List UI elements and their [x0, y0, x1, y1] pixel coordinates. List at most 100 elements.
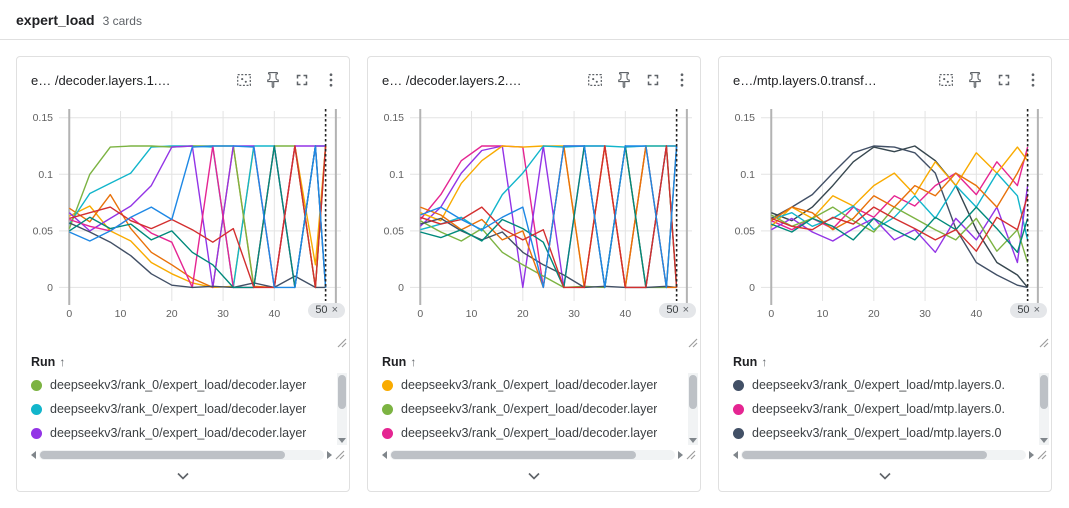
scroll-down-arrow-icon[interactable]	[1040, 438, 1048, 443]
horizontal-scrollbar-thumb[interactable]	[40, 451, 286, 459]
run-list-resize-handle[interactable]	[686, 450, 696, 460]
kebab-menu-icon	[680, 73, 684, 87]
vertical-scrollbar-thumb[interactable]	[689, 375, 697, 409]
fullscreen-button[interactable]	[639, 67, 667, 93]
fullscreen-icon	[296, 74, 308, 86]
chart-area[interactable]: 0 0.05 0.1 0.15 0 10 20 30 40 50 ×	[17, 97, 349, 349]
run-header-label: Run	[31, 355, 56, 369]
horizontal-scrollbar-thumb[interactable]	[391, 451, 637, 459]
run-color-dot	[733, 379, 744, 391]
run-table: Run ↑ deepseekv3/rank_0/expert_load/deco…	[368, 349, 700, 461]
run-list: deepseekv3/rank_0/expert_load/decoder.la…	[382, 373, 698, 445]
run-column-header[interactable]: Run ↑	[733, 351, 1049, 373]
chip-close-icon[interactable]: ×	[1033, 304, 1040, 316]
selected-step-chip[interactable]: 50 ×	[1010, 303, 1047, 318]
run-list-item[interactable]: deepseekv3/rank_0/expert_load/decoder.la…	[31, 397, 333, 421]
pin-icon	[969, 71, 981, 89]
scroll-right-arrow-icon[interactable]	[1029, 451, 1034, 459]
expand-card-button[interactable]	[161, 464, 205, 488]
scroll-left-arrow-icon[interactable]	[733, 451, 738, 459]
expand-card-button[interactable]	[863, 464, 907, 488]
chart-resize-handle[interactable]	[1039, 338, 1049, 348]
horizontal-scrollbar-track[interactable]	[39, 450, 324, 460]
run-list-resize-handle[interactable]	[335, 450, 345, 460]
run-list-item[interactable]: deepseekv3/rank_0/expert_load/mtp.layers…	[733, 397, 1035, 421]
pin-card-button[interactable]	[610, 67, 638, 93]
scroll-right-arrow-icon[interactable]	[678, 451, 683, 459]
run-label: deepseekv3/rank_0/expert_load/decoder.la…	[50, 378, 307, 392]
run-list-item[interactable]: deepseekv3/rank_0/expert_load/decoder.la…	[382, 373, 684, 397]
run-list-vertical-scrollbar[interactable]	[1039, 373, 1049, 445]
svg-text:40: 40	[269, 308, 281, 320]
run-list-item[interactable]: deepseekv3/rank_0/expert_load/decoder.la…	[382, 397, 684, 421]
data-table-toggle-button[interactable]	[581, 67, 609, 93]
run-list-horizontal-scrollbar[interactable]	[733, 449, 1047, 461]
pin-card-button[interactable]	[259, 67, 287, 93]
chart-area[interactable]: 0 0.05 0.1 0.15 0 10 20 30 40 50 ×	[719, 97, 1051, 349]
card-menu-button[interactable]	[1019, 67, 1047, 93]
selected-step-chip[interactable]: 50 ×	[659, 303, 696, 318]
vertical-scrollbar-thumb[interactable]	[338, 375, 346, 409]
chip-close-icon[interactable]: ×	[682, 304, 689, 316]
scroll-down-arrow-icon[interactable]	[338, 438, 346, 443]
vertical-scrollbar-thumb[interactable]	[1040, 375, 1048, 409]
scroll-left-arrow-icon[interactable]	[31, 451, 36, 459]
chart-svg[interactable]: 0 0.05 0.1 0.15 0 10 20 30 40	[368, 97, 700, 349]
sort-ascending-icon: ↑	[761, 355, 768, 369]
expand-card-button[interactable]	[512, 464, 556, 488]
scroll-right-arrow-icon[interactable]	[327, 451, 332, 459]
sort-ascending-icon: ↑	[410, 355, 417, 369]
selected-step-chip[interactable]: 50 ×	[308, 303, 345, 318]
horizontal-scrollbar-track[interactable]	[390, 450, 675, 460]
run-header-label: Run	[733, 355, 758, 369]
svg-text:30: 30	[568, 308, 580, 320]
fullscreen-icon	[998, 74, 1010, 86]
run-list-vertical-scrollbar[interactable]	[688, 373, 698, 445]
run-list-item[interactable]: deepseekv3/rank_0/expert_load/decoder.la…	[31, 373, 333, 397]
pin-card-button[interactable]	[961, 67, 989, 93]
chart-resize-handle[interactable]	[688, 338, 698, 348]
card-menu-button[interactable]	[317, 67, 345, 93]
run-list-horizontal-scrollbar[interactable]	[31, 449, 345, 461]
section-title: expert_load	[16, 12, 95, 28]
run-list-item[interactable]: deepseekv3/rank_0/expert_load/decoder.la…	[382, 421, 684, 445]
data-table-toggle-button[interactable]	[932, 67, 960, 93]
run-list-resize-handle[interactable]	[1037, 450, 1047, 460]
pin-icon	[618, 71, 630, 89]
scroll-down-arrow-icon[interactable]	[689, 438, 697, 443]
card-menu-button[interactable]	[668, 67, 696, 93]
run-column-header[interactable]: Run ↑	[31, 351, 347, 373]
run-color-dot	[382, 379, 393, 391]
svg-text:10: 10	[817, 308, 829, 320]
svg-text:0.05: 0.05	[33, 225, 54, 237]
run-label: deepseekv3/rank_0/expert_load/mtp.layers…	[752, 426, 1002, 440]
horizontal-scrollbar-thumb[interactable]	[742, 451, 988, 459]
run-list-vertical-scrollbar[interactable]	[337, 373, 347, 445]
chevron-down-icon	[177, 472, 189, 480]
run-column-header[interactable]: Run ↑	[382, 351, 698, 373]
section-header: expert_load 3 cards	[0, 0, 1069, 40]
svg-text:0.05: 0.05	[384, 225, 405, 237]
svg-text:0: 0	[749, 282, 755, 294]
data-table-toggle-button[interactable]	[230, 67, 258, 93]
run-list-item[interactable]: deepseekv3/rank_0/expert_load/mtp.layers…	[733, 421, 1035, 445]
run-table: Run ↑ deepseekv3/rank_0/expert_load/deco…	[17, 349, 349, 461]
scroll-left-arrow-icon[interactable]	[382, 451, 387, 459]
run-table: Run ↑ deepseekv3/rank_0/expert_load/mtp.…	[719, 349, 1051, 461]
chart-svg[interactable]: 0 0.05 0.1 0.15 0 10 20 30 40	[17, 97, 349, 349]
run-list: deepseekv3/rank_0/expert_load/decoder.la…	[31, 373, 347, 445]
run-list-item[interactable]: deepseekv3/rank_0/expert_load/mtp.layers…	[733, 373, 1035, 397]
chart-resize-handle[interactable]	[337, 338, 347, 348]
chart-svg[interactable]: 0 0.05 0.1 0.15 0 10 20 30 40	[719, 97, 1051, 349]
chip-close-icon[interactable]: ×	[331, 304, 338, 316]
fullscreen-button[interactable]	[990, 67, 1018, 93]
svg-text:0.1: 0.1	[740, 169, 755, 181]
svg-text:0: 0	[768, 308, 774, 320]
horizontal-scrollbar-track[interactable]	[741, 450, 1026, 460]
svg-text:30: 30	[919, 308, 931, 320]
run-label: deepseekv3/rank_0/expert_load/decoder.la…	[401, 402, 658, 416]
chart-area[interactable]: 0 0.05 0.1 0.15 0 10 20 30 40 50 ×	[368, 97, 700, 349]
fullscreen-button[interactable]	[288, 67, 316, 93]
run-list-item[interactable]: deepseekv3/rank_0/expert_load/decoder.la…	[31, 421, 333, 445]
run-list-horizontal-scrollbar[interactable]	[382, 449, 696, 461]
